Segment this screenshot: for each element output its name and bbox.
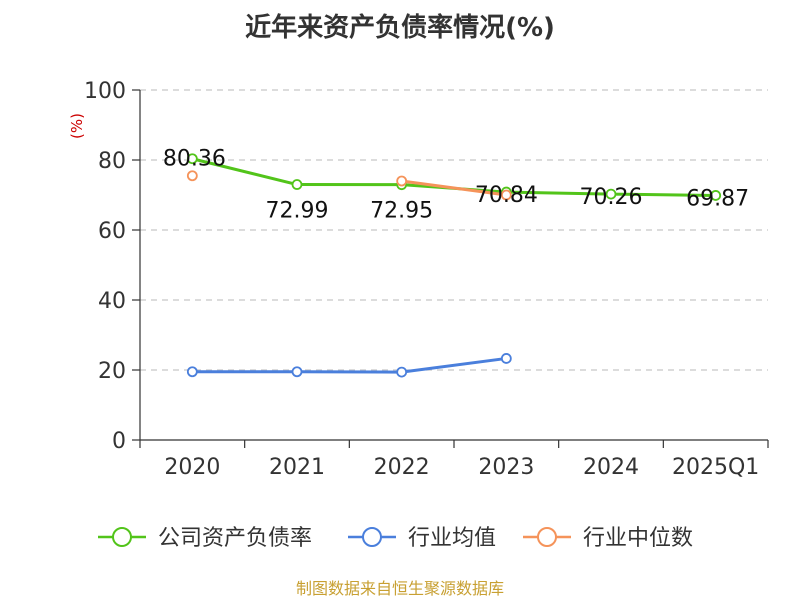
y-tick-label: 20	[98, 359, 126, 384]
y-tick-label: 60	[98, 219, 126, 244]
chart-title: 近年来资产负债率情况(%)	[245, 12, 555, 43]
series-line	[192, 356, 507, 374]
legend-marker	[537, 527, 557, 547]
x-tick-label: 2021	[269, 455, 325, 480]
data-label: 80.36	[163, 147, 226, 172]
series-2	[186, 170, 512, 201]
series-1	[186, 353, 512, 378]
x-tick-label: 2024	[583, 455, 639, 480]
legend-label: 行业均值	[408, 526, 496, 551]
y-tick-label: 0	[112, 429, 126, 454]
y-tick-label: 40	[98, 289, 126, 314]
legend-label: 公司资产负债率	[158, 526, 312, 551]
legend-item: 公司资产负债率	[98, 526, 312, 551]
legend-marker	[112, 527, 132, 547]
grid-lines	[140, 89, 768, 371]
data-label: 72.95	[370, 199, 433, 224]
data-point	[500, 189, 512, 201]
legend: 公司资产负债率 行业均值 行业中位数	[98, 526, 693, 551]
axes: 0 20 40 60 80 100 2020 2021 2022 2023 2024 2025Q1	[84, 79, 769, 480]
x-tick-label: 2020	[164, 455, 220, 480]
data-label: 72.99	[266, 199, 329, 224]
data-point	[186, 170, 198, 182]
data-point	[186, 153, 198, 165]
legend-item: 行业均值	[348, 526, 496, 551]
data-label: 70.84	[475, 183, 538, 208]
y-axis-unit-label: (%)	[68, 113, 86, 139]
data-labels: 80.36 72.99 72.95 70.84 70.26 69.87	[163, 147, 749, 224]
data-point	[605, 188, 617, 200]
x-tick-label: 2022	[374, 455, 430, 480]
data-point	[710, 190, 722, 201]
legend-item: 行业中位数	[523, 526, 693, 551]
data-point	[500, 353, 512, 364]
y-tick-label: 100	[84, 79, 126, 104]
data-point	[396, 366, 408, 378]
series-line	[401, 179, 507, 197]
x-tick-label: 2025Q1	[672, 455, 759, 480]
data-point	[396, 175, 408, 187]
source-note: 制图数据来自恒生聚源数据库	[296, 579, 504, 598]
legend-label: 行业中位数	[583, 526, 693, 551]
data-point	[186, 366, 198, 378]
series-lines	[186, 153, 722, 378]
x-tick-label: 2023	[478, 455, 534, 480]
data-point	[291, 179, 303, 190]
data-label: 70.26	[580, 185, 643, 210]
data-point	[291, 366, 303, 378]
legend-marker	[362, 527, 382, 547]
y-tick-label: 80	[98, 149, 126, 174]
data-label: 69.87	[686, 186, 749, 211]
